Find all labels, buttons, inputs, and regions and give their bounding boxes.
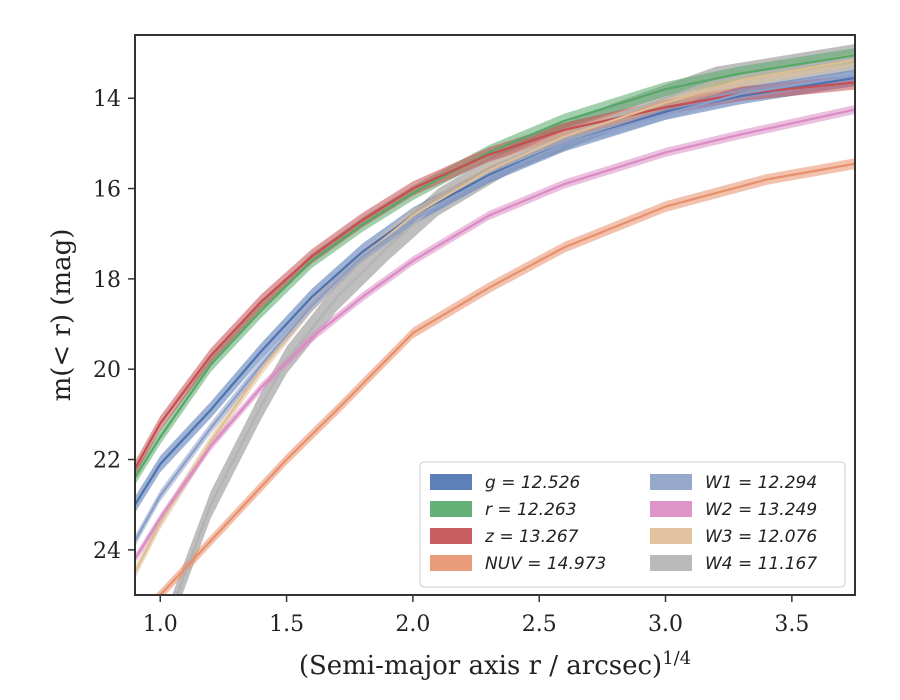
y-tick-label: 24 [93, 539, 121, 564]
series-line-z [135, 81, 855, 470]
series-line-g [135, 76, 855, 506]
y-tick-label: 22 [93, 449, 121, 474]
series-band-z [135, 75, 855, 476]
series-line-w3 [135, 58, 855, 573]
x-axis-label: (Semi-major axis r / arcsec)1/4 [299, 648, 691, 681]
legend-label: g = 12.526 [485, 473, 581, 493]
x-tick-label: 2.5 [522, 612, 557, 637]
legend-label: r = 12.263 [485, 500, 577, 520]
plot-frame [134, 34, 856, 596]
x-tick-label: 3.5 [774, 612, 809, 637]
y-tick-label: 18 [93, 268, 121, 293]
series-lines [135, 54, 855, 595]
y-tick-label: 20 [93, 358, 121, 383]
legend-label: W4 = 11.167 [705, 554, 817, 574]
y-tick-label: 14 [93, 87, 121, 112]
series-bands [135, 44, 855, 595]
legend-swatch [430, 528, 472, 544]
y-axis-label: m(< r) (mag) [47, 229, 77, 402]
legend-swatch [430, 555, 472, 571]
legend-swatch [650, 474, 692, 490]
legend-swatch [650, 528, 692, 544]
x-axis-label-main: (Semi-major axis r / arcsec) [299, 651, 662, 681]
legend-label: W1 = 12.294 [705, 473, 817, 493]
legend-label: NUV = 14.973 [485, 554, 606, 574]
legend-label: z = 13.267 [484, 527, 579, 547]
legend-label: W3 = 12.076 [705, 527, 817, 547]
legend-swatch [430, 501, 472, 517]
series-line-w2 [135, 108, 855, 560]
x-tick-label: 1.5 [269, 612, 304, 637]
legend-swatch [430, 474, 472, 490]
axis-ticks: 1.0 1.5 2.0 2.5 3.0 3.5 14 16 18 20 22 24 [93, 87, 809, 637]
series-line-nuv [158, 162, 855, 595]
series-line-w1 [135, 74, 855, 542]
y-tick-label: 16 [93, 178, 121, 203]
legend-label: W2 = 13.249 [705, 500, 817, 520]
x-tick-label: 1.0 [143, 612, 178, 637]
legend-swatch [650, 555, 692, 571]
legend-box [419, 461, 846, 588]
x-tick-label: 3.0 [648, 612, 683, 637]
legend: g = 12.526 r = 12.263 z = 13.267 NUV = 14.9… [419, 461, 846, 588]
x-tick-label: 2.0 [395, 612, 430, 637]
series-band-r [135, 48, 855, 485]
legend-swatch [650, 501, 692, 517]
x-axis-label-superscript: 1/4 [662, 648, 691, 669]
series-line-r [135, 54, 855, 479]
